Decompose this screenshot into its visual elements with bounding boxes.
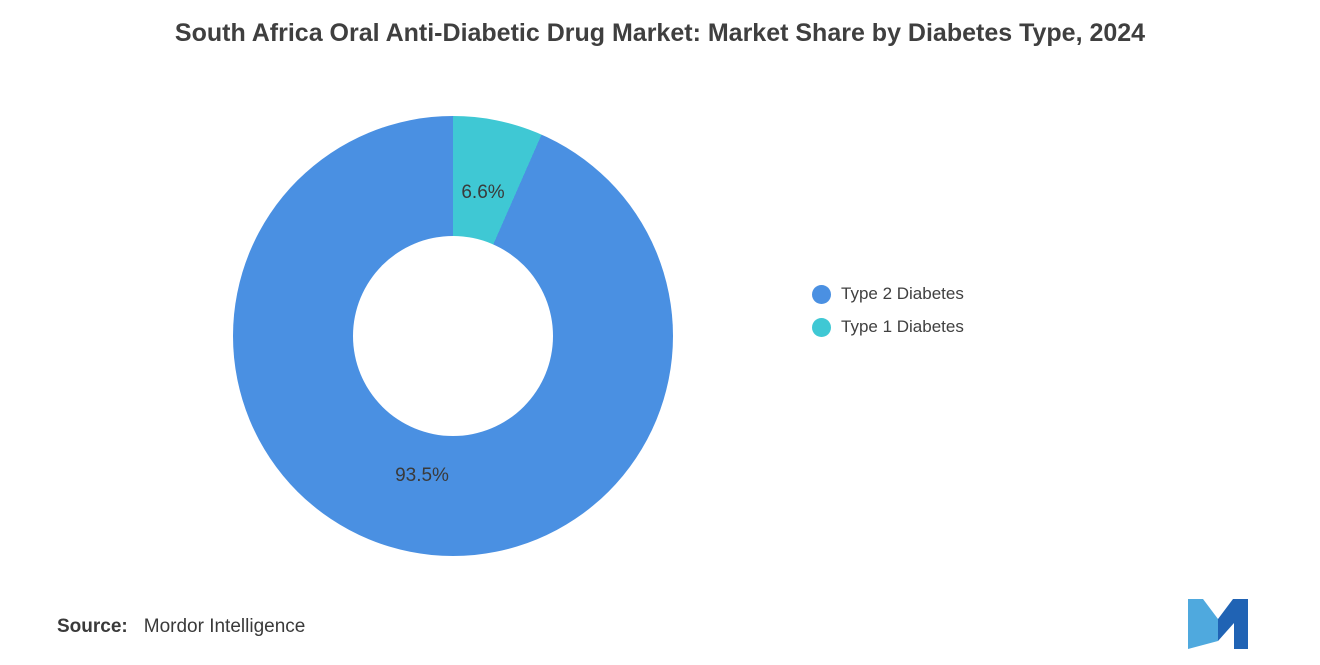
- legend-label-type2: Type 2 Diabetes: [841, 284, 964, 303]
- legend-item-type2: Type 2 Diabetes: [812, 284, 964, 304]
- logo-shape-right: [1218, 599, 1248, 649]
- legend-item-type1: Type 1 Diabetes: [812, 317, 964, 337]
- source-value: Mordor Intelligence: [143, 616, 306, 637]
- chart-title: South Africa Oral Anti-Diabetic Drug Mar…: [174, 19, 1146, 47]
- slice-label-type1: 6.6%: [461, 182, 505, 203]
- logo-shape-left: [1188, 599, 1218, 649]
- source-line: Source: Mordor Intelligence: [57, 616, 305, 638]
- donut-chart: 6.6% 93.5%: [233, 116, 673, 556]
- donut-hole: [353, 236, 553, 436]
- slice-label-type2: 93.5%: [395, 465, 449, 486]
- source-label: Source:: [57, 616, 128, 637]
- legend-label-type1: Type 1 Diabetes: [841, 317, 964, 336]
- mordor-intelligence-logo: [1188, 599, 1248, 649]
- legend-swatch-type2: [812, 284, 831, 304]
- legend-swatch-type1: [812, 317, 831, 337]
- chart-legend: Type 2 Diabetes Type 1 Diabetes: [812, 284, 964, 337]
